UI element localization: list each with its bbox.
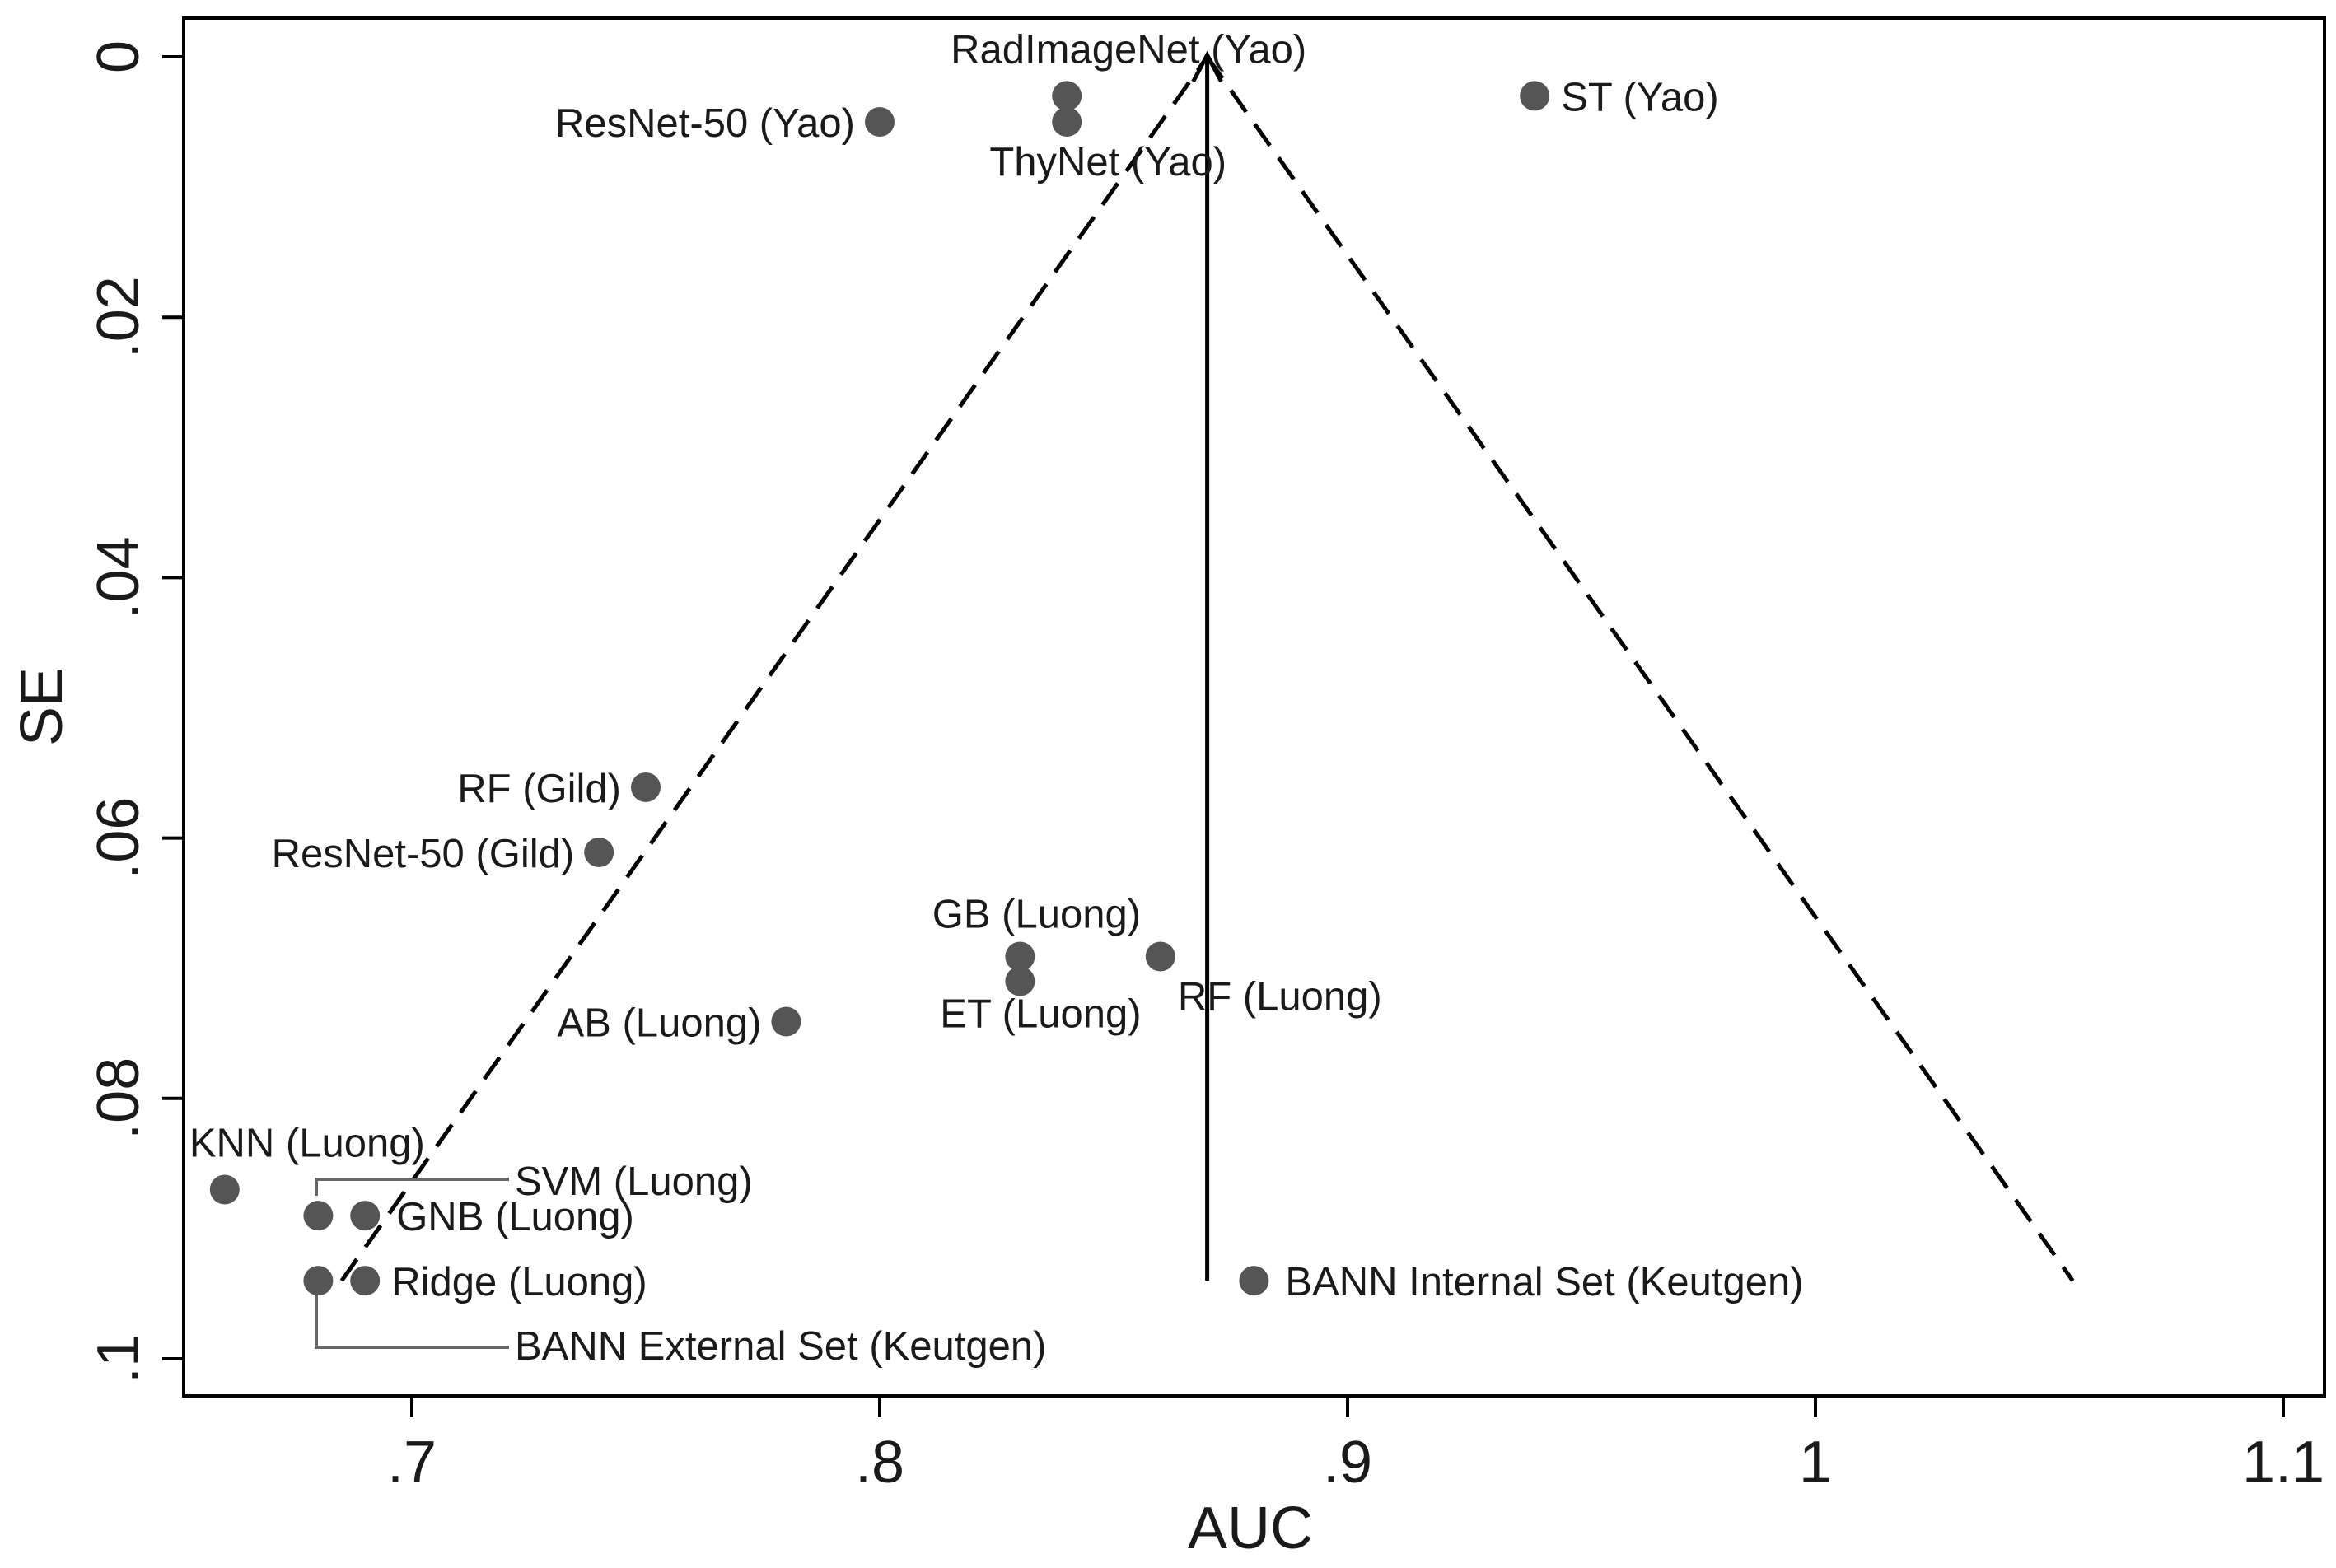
funnel-layer [339, 50, 2075, 1282]
points-layer [209, 81, 1550, 1296]
point-label: SVM (Luong) [515, 1160, 753, 1204]
data-point [1052, 107, 1082, 138]
data-point [584, 837, 614, 867]
pooled-estimate-arrowhead [1191, 50, 1223, 83]
point-label: GNB (Luong) [396, 1195, 634, 1239]
data-point [350, 1201, 381, 1231]
label-leader-line [315, 1293, 509, 1349]
data-point [1005, 941, 1035, 972]
data-point [209, 1174, 240, 1205]
funnel-right-line [1205, 55, 2075, 1282]
data-point [1145, 941, 1175, 972]
point-label: KNN (Luong) [189, 1121, 425, 1165]
point-label: ThyNet (Yao) [989, 140, 1226, 184]
y-tick-label: .1 [86, 1334, 152, 1384]
point-labels: RadImageNet (Yao) ThyNet (Yao) ResNet-50 (… [189, 27, 1804, 1369]
x-tick-label: .8 [855, 1430, 904, 1496]
x-tick-label: .7 [387, 1430, 437, 1496]
y-tick-label: .04 [86, 536, 152, 618]
point-label: ST (Yao) [1561, 75, 1719, 119]
data-point [1005, 966, 1035, 996]
data-point [350, 1266, 381, 1296]
data-point [303, 1201, 334, 1231]
y-axis-title: SE [9, 667, 75, 746]
data-point [303, 1266, 334, 1296]
data-point [865, 107, 895, 138]
y-tick-label: 0 [86, 40, 152, 73]
y-tick-label: .02 [86, 276, 152, 358]
x-tick-label: 1.1 [2242, 1430, 2324, 1496]
x-tick-label: .9 [1323, 1430, 1372, 1496]
y-tick-label: .06 [86, 797, 152, 880]
point-label: ET (Luong) [940, 992, 1141, 1037]
data-point [1052, 81, 1082, 111]
leader-lines [315, 1178, 509, 1349]
point-label: Ridge (Luong) [391, 1260, 647, 1304]
data-point [1520, 81, 1550, 111]
x-axis: .7 .8 .9 1 1.1 [387, 1396, 2324, 1496]
x-axis-title: AUC [1188, 1496, 1313, 1561]
x-tick-label: 1 [1799, 1430, 1832, 1496]
y-axis: 0 .02 .04 .06 .08 .1 [86, 40, 184, 1384]
point-label: ResNet-50 (Yao) [555, 101, 855, 146]
point-label: AB (Luong) [558, 1001, 762, 1046]
point-label: BANN Internal Set (Keutgen) [1285, 1260, 1803, 1304]
point-label: RadImageNet (Yao) [951, 27, 1306, 72]
plot-frame [182, 16, 2326, 1398]
data-point [1239, 1266, 1269, 1296]
point-label: RF (Luong) [1178, 974, 1382, 1019]
data-point [771, 1006, 801, 1037]
point-label: ResNet-50 (Gild) [272, 832, 575, 876]
point-label: GB (Luong) [932, 892, 1141, 936]
point-label: BANN External Set (Keutgen) [515, 1324, 1046, 1369]
label-leader-line [315, 1178, 509, 1196]
funnel-left-line [339, 55, 1209, 1282]
y-tick-label: .08 [86, 1057, 152, 1140]
data-point [631, 772, 661, 802]
point-label: RF (Gild) [457, 767, 621, 811]
